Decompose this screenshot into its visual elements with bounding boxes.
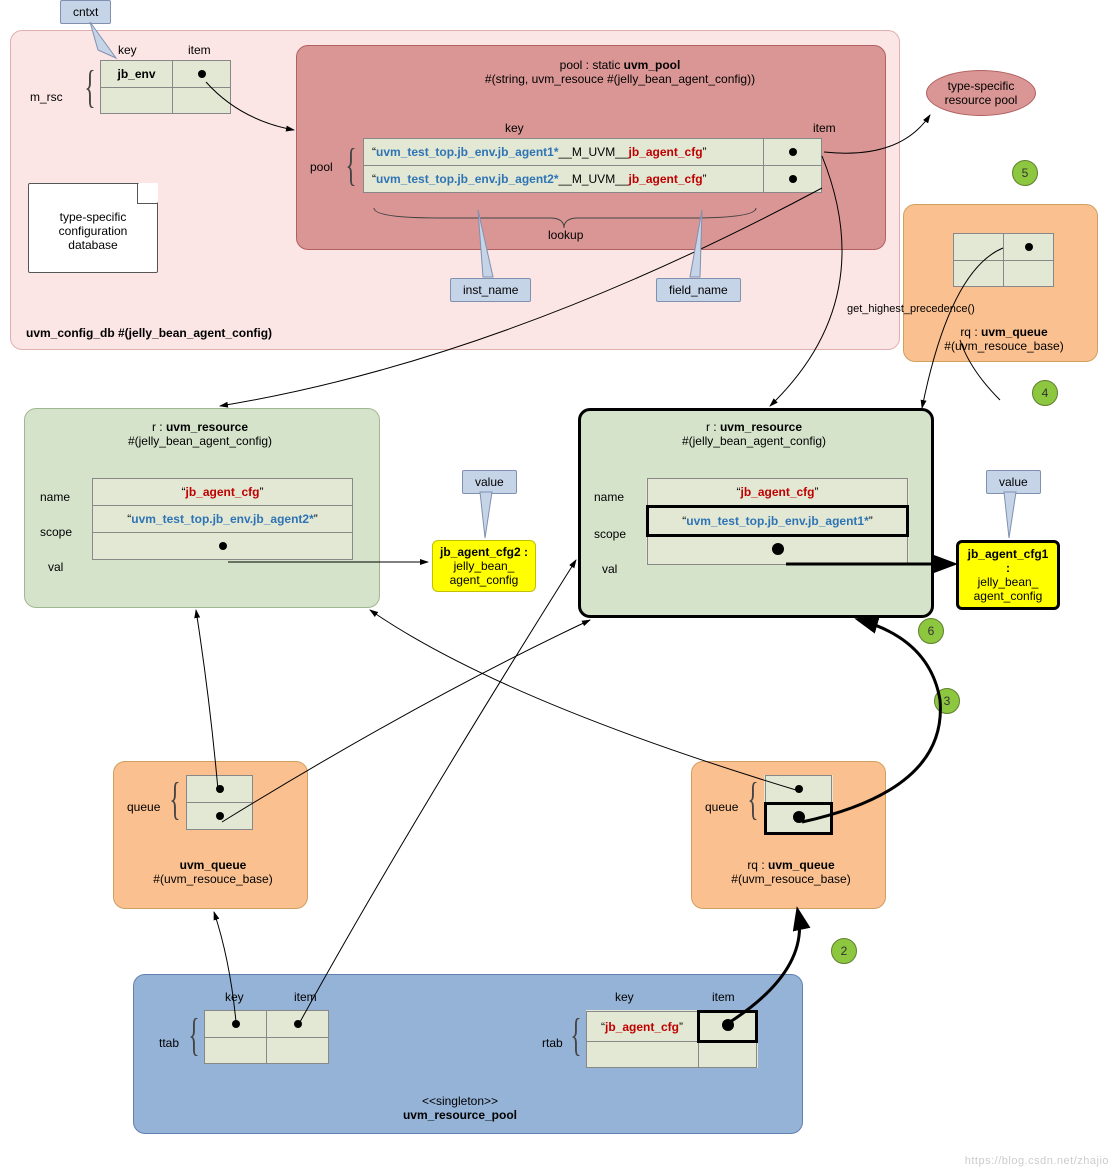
config-db-caption: uvm_config_db #(jelly_bean_agent_config) [26,326,272,340]
queue-left-title: uvm_queue #(uvm_resouce_base) [143,858,283,886]
type-specific-oval: type-specific resource pool [926,70,1036,116]
queue-left-table [186,775,253,830]
yellow-left: jb_agent_cfg2 : jelly_bean_ agent_config [432,540,536,592]
value-callout-left: value [462,470,517,494]
rtab-key-header: key [615,990,634,1004]
res-right-name-label: name [594,490,624,504]
res-left-val-label: val [48,560,63,574]
queue-right-label: queue [705,800,738,814]
doc-line1: type-specific [29,210,157,224]
res-left-scope-label: scope [40,525,72,539]
inst-name-callout: inst_name [450,278,531,302]
res-right-table: “jb_agent_cfg” “uvm_test_top.jb_env.jb_a… [646,478,909,565]
jb-env-cell: jb_env [117,67,155,81]
m-rsc-label: m_rsc [30,90,63,104]
pool-table: “uvm_test_top.jb_env.jb_agent1*__M_UVM__… [363,138,822,193]
rtab-item-header: item [712,990,735,1004]
doc-line3: database [29,238,157,252]
doc-line2: configuration [29,224,157,238]
queue-right-title: rq : uvm_queue#(uvm_resouce_base) [721,858,861,886]
rq-top-table [953,233,1054,287]
circle-4: 4 [1032,380,1058,406]
queue-right-table [764,775,833,835]
pool-row1-inst: uvm_test_top.jb_env.jb_agent1* [376,145,559,159]
doc-note: type-specific configuration database [28,183,158,273]
circle-3: 3 [934,688,960,714]
field-name-callout: field_name [656,278,741,302]
m-rsc-table: jb_env [100,60,231,114]
ttab-key-header: key [225,990,244,1004]
pool-label: pool [310,160,333,174]
key-header-mrsc: key [118,43,137,57]
rtab-label: rtab [542,1036,563,1050]
item-header-mrsc: item [188,43,211,57]
res-left-scope: uvm_test_top.jb_env.jb_agent2* [131,512,314,526]
ttab-item-header: item [294,990,317,1004]
ttab-label: ttab [159,1036,179,1050]
circle-2: 2 [831,938,857,964]
pool-row2-field: jb_agent_cfg [629,172,703,186]
circle-5: 5 [1012,160,1038,186]
res-right-name: jb_agent_cfg [740,485,814,499]
pool-key-header: key [505,121,524,135]
yellow-right: jb_agent_cfg1 : jelly_bean_ agent_config [956,540,1060,610]
res-right-title: r : uvm_resource#(jelly_bean_agent_confi… [654,420,854,448]
res-left-title: r : uvm_resource#(jelly_bean_agent_confi… [100,420,300,448]
pool-row1-field: jb_agent_cfg [629,145,703,159]
cntxt-callout: cntxt [60,0,111,24]
value-callout-right: value [986,470,1041,494]
res-right-scope-label: scope [594,527,626,541]
circle-6: 6 [918,618,944,644]
res-right-val-label: val [602,562,617,576]
singleton-label: <<singleton>> uvm_resource_pool [360,1094,560,1122]
res-right-scope: uvm_test_top.jb_env.jb_agent1* [686,514,869,528]
res-left-table: “jb_agent_cfg” “uvm_test_top.jb_env.jb_a… [92,478,353,560]
get-hp-label: get_highest_precedence() [847,303,975,315]
queue-left-label: queue [127,800,160,814]
pool-row2-inst: uvm_test_top.jb_env.jb_agent2* [376,172,559,186]
pool-item-header: item [813,121,836,135]
watermark: https://blog.csdn.net/zhajio [965,1155,1109,1167]
res-left-name: jb_agent_cfg [185,485,259,499]
pool-title: pool : static uvm_pool#(string, uvm_reso… [480,58,760,86]
res-left-name-label: name [40,490,70,504]
lookup-label: lookup [548,228,583,242]
pool-row1-mid: __M_UVM__ [559,145,629,159]
rtab-table: “jb_agent_cfg” [586,1010,758,1068]
ttab-table [204,1010,329,1064]
rq-top-title: rq : uvm_queue#(uvm_resouce_base) [934,325,1074,353]
rtab-key: jb_agent_cfg [605,1020,679,1034]
pool-row2-mid: __M_UVM__ [559,172,629,186]
